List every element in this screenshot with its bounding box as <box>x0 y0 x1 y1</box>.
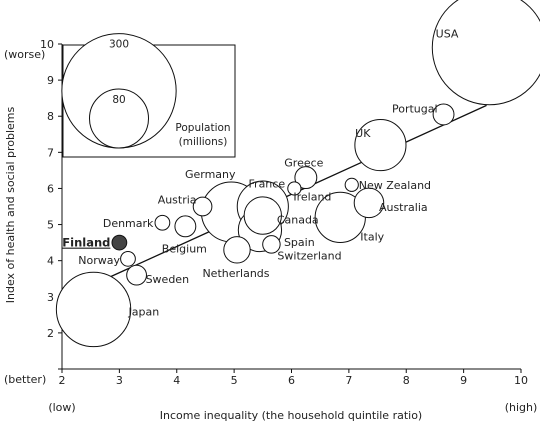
bubble-uk <box>354 119 407 172</box>
label-austria: Austria <box>158 194 197 207</box>
y-tick-label: 2 <box>47 327 54 340</box>
bubble-canada <box>243 196 282 235</box>
bubble-labels: USA Portugal UK New Zealand Australia Italy Gr… <box>62 28 459 319</box>
legend-size-label: 80 <box>112 94 125 106</box>
bubble-belgium <box>174 215 197 238</box>
label-australia: Australia <box>379 201 428 214</box>
bubble-ireland <box>287 181 302 196</box>
y-worse-label: (worse) <box>4 48 45 61</box>
bubbles <box>55 0 540 348</box>
x-tick-label: 2 <box>59 374 66 387</box>
x-tick-label: 3 <box>116 374 123 387</box>
x-tick-label: 10 <box>514 374 528 387</box>
y-tick-label: 7 <box>47 146 54 159</box>
y-tick-label: 4 <box>47 255 54 268</box>
label-japan: Japan <box>128 305 160 318</box>
x-high-label: (high) <box>505 401 538 414</box>
label-usa: USA <box>436 28 459 41</box>
bubble-greece <box>294 166 318 190</box>
label-belgium: Belgium <box>162 242 207 255</box>
x-tick-label: 9 <box>460 374 467 387</box>
label-germany: Germany <box>185 168 236 181</box>
label-spain: Spain <box>284 236 315 249</box>
bubble-finland <box>111 234 128 251</box>
y-tick-label: 9 <box>47 74 54 87</box>
label-france: France <box>249 178 286 191</box>
label-greece: Greece <box>284 157 323 170</box>
y-tick-label: 8 <box>47 110 54 123</box>
x-tick-label: 5 <box>231 374 238 387</box>
axes: 2 3 4 5 6 7 8 9 10 2 3 4 5 6 7 8 9 10 <box>40 38 528 387</box>
label-netherlands: Netherlands <box>202 267 269 280</box>
x-low-label: (low) <box>48 401 75 414</box>
label-uk: UK <box>355 127 371 140</box>
label-ireland: Ireland <box>293 190 331 203</box>
bubble-denmark <box>154 214 171 231</box>
legend-circle <box>88 88 150 149</box>
legend-subtitle: (millions) <box>179 136 228 148</box>
y-tick-label: 10 <box>40 38 54 51</box>
label-canada: Canada <box>277 214 319 227</box>
population-legend: 300 80 Population (millions) <box>61 33 236 158</box>
bubble-netherlands <box>223 236 251 264</box>
legend-size-label: 300 <box>109 39 129 51</box>
label-italy: Italy <box>360 230 384 243</box>
y-tick-label: 6 <box>47 182 54 195</box>
bubble-new-zealand <box>344 177 359 192</box>
bubble-sweden <box>126 264 147 286</box>
y-tick-label: 5 <box>47 219 54 232</box>
label-sweden: Sweden <box>146 273 189 286</box>
legend-title: Population <box>175 122 230 134</box>
label-new-zealand: New Zealand <box>359 179 431 192</box>
x-axis-title: Income inequality (the household quintil… <box>160 409 422 422</box>
bubble-austria <box>192 196 213 217</box>
bubble-japan <box>55 271 132 348</box>
y-better-label: (better) <box>4 373 46 386</box>
label-portugal: Portugal <box>392 102 438 115</box>
x-tick-label: 6 <box>288 374 295 387</box>
label-finland: Finland <box>62 236 110 250</box>
label-denmark: Denmark <box>103 217 154 230</box>
y-axis-title: Index of health and social problems <box>4 106 17 303</box>
label-norway: Norway <box>78 254 120 267</box>
x-tick-label: 4 <box>173 374 180 387</box>
bubble-switzerland <box>262 235 281 254</box>
bubble-norway <box>120 250 136 267</box>
y-tick-label: 3 <box>47 291 54 304</box>
x-tick-label: 7 <box>345 374 352 387</box>
label-switzerland: Switzerland <box>277 249 341 262</box>
bubble-portugal <box>432 103 455 126</box>
bubble-australia <box>353 187 385 219</box>
x-tick-label: 8 <box>403 374 410 387</box>
bubble-usa <box>431 0 540 106</box>
